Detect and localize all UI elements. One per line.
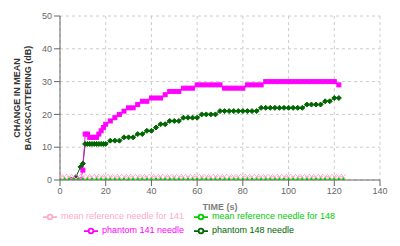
html-text:phantom 141 needle: phantom 141 needle [101, 225, 184, 236]
svg-text:100: 100 [281, 186, 296, 196]
html-text:phantom 148 needle: phantom 148 needle [212, 225, 295, 236]
svg-text:80: 80 [238, 186, 248, 196]
svg-text:20: 20 [42, 110, 52, 120]
svg-text:120: 120 [327, 186, 342, 196]
svg-text:30: 30 [42, 77, 52, 87]
svg-text:40: 40 [146, 186, 156, 196]
html-text:mean reference needle for 148: mean reference needle for 148 [212, 211, 336, 222]
svg-text:0: 0 [57, 186, 62, 196]
svg-text:60: 60 [192, 186, 202, 196]
svg-text:10: 10 [42, 142, 52, 152]
svg-text:40: 40 [42, 44, 52, 54]
svg-text:140: 140 [372, 186, 387, 196]
svg-text:BACKSCATTERING (dB): BACKSCATTERING (dB) [23, 46, 33, 150]
html-text:mean reference needle for 141: mean reference needle for 141 [60, 211, 184, 222]
svg-text:50: 50 [42, 11, 52, 21]
svg-text:CHANGE IN MEAN: CHANGE IN MEAN [12, 58, 22, 138]
svg-text:0: 0 [47, 175, 52, 185]
svg-text:20: 20 [101, 186, 111, 196]
svg-text:TIME (s): TIME (s) [203, 202, 238, 212]
